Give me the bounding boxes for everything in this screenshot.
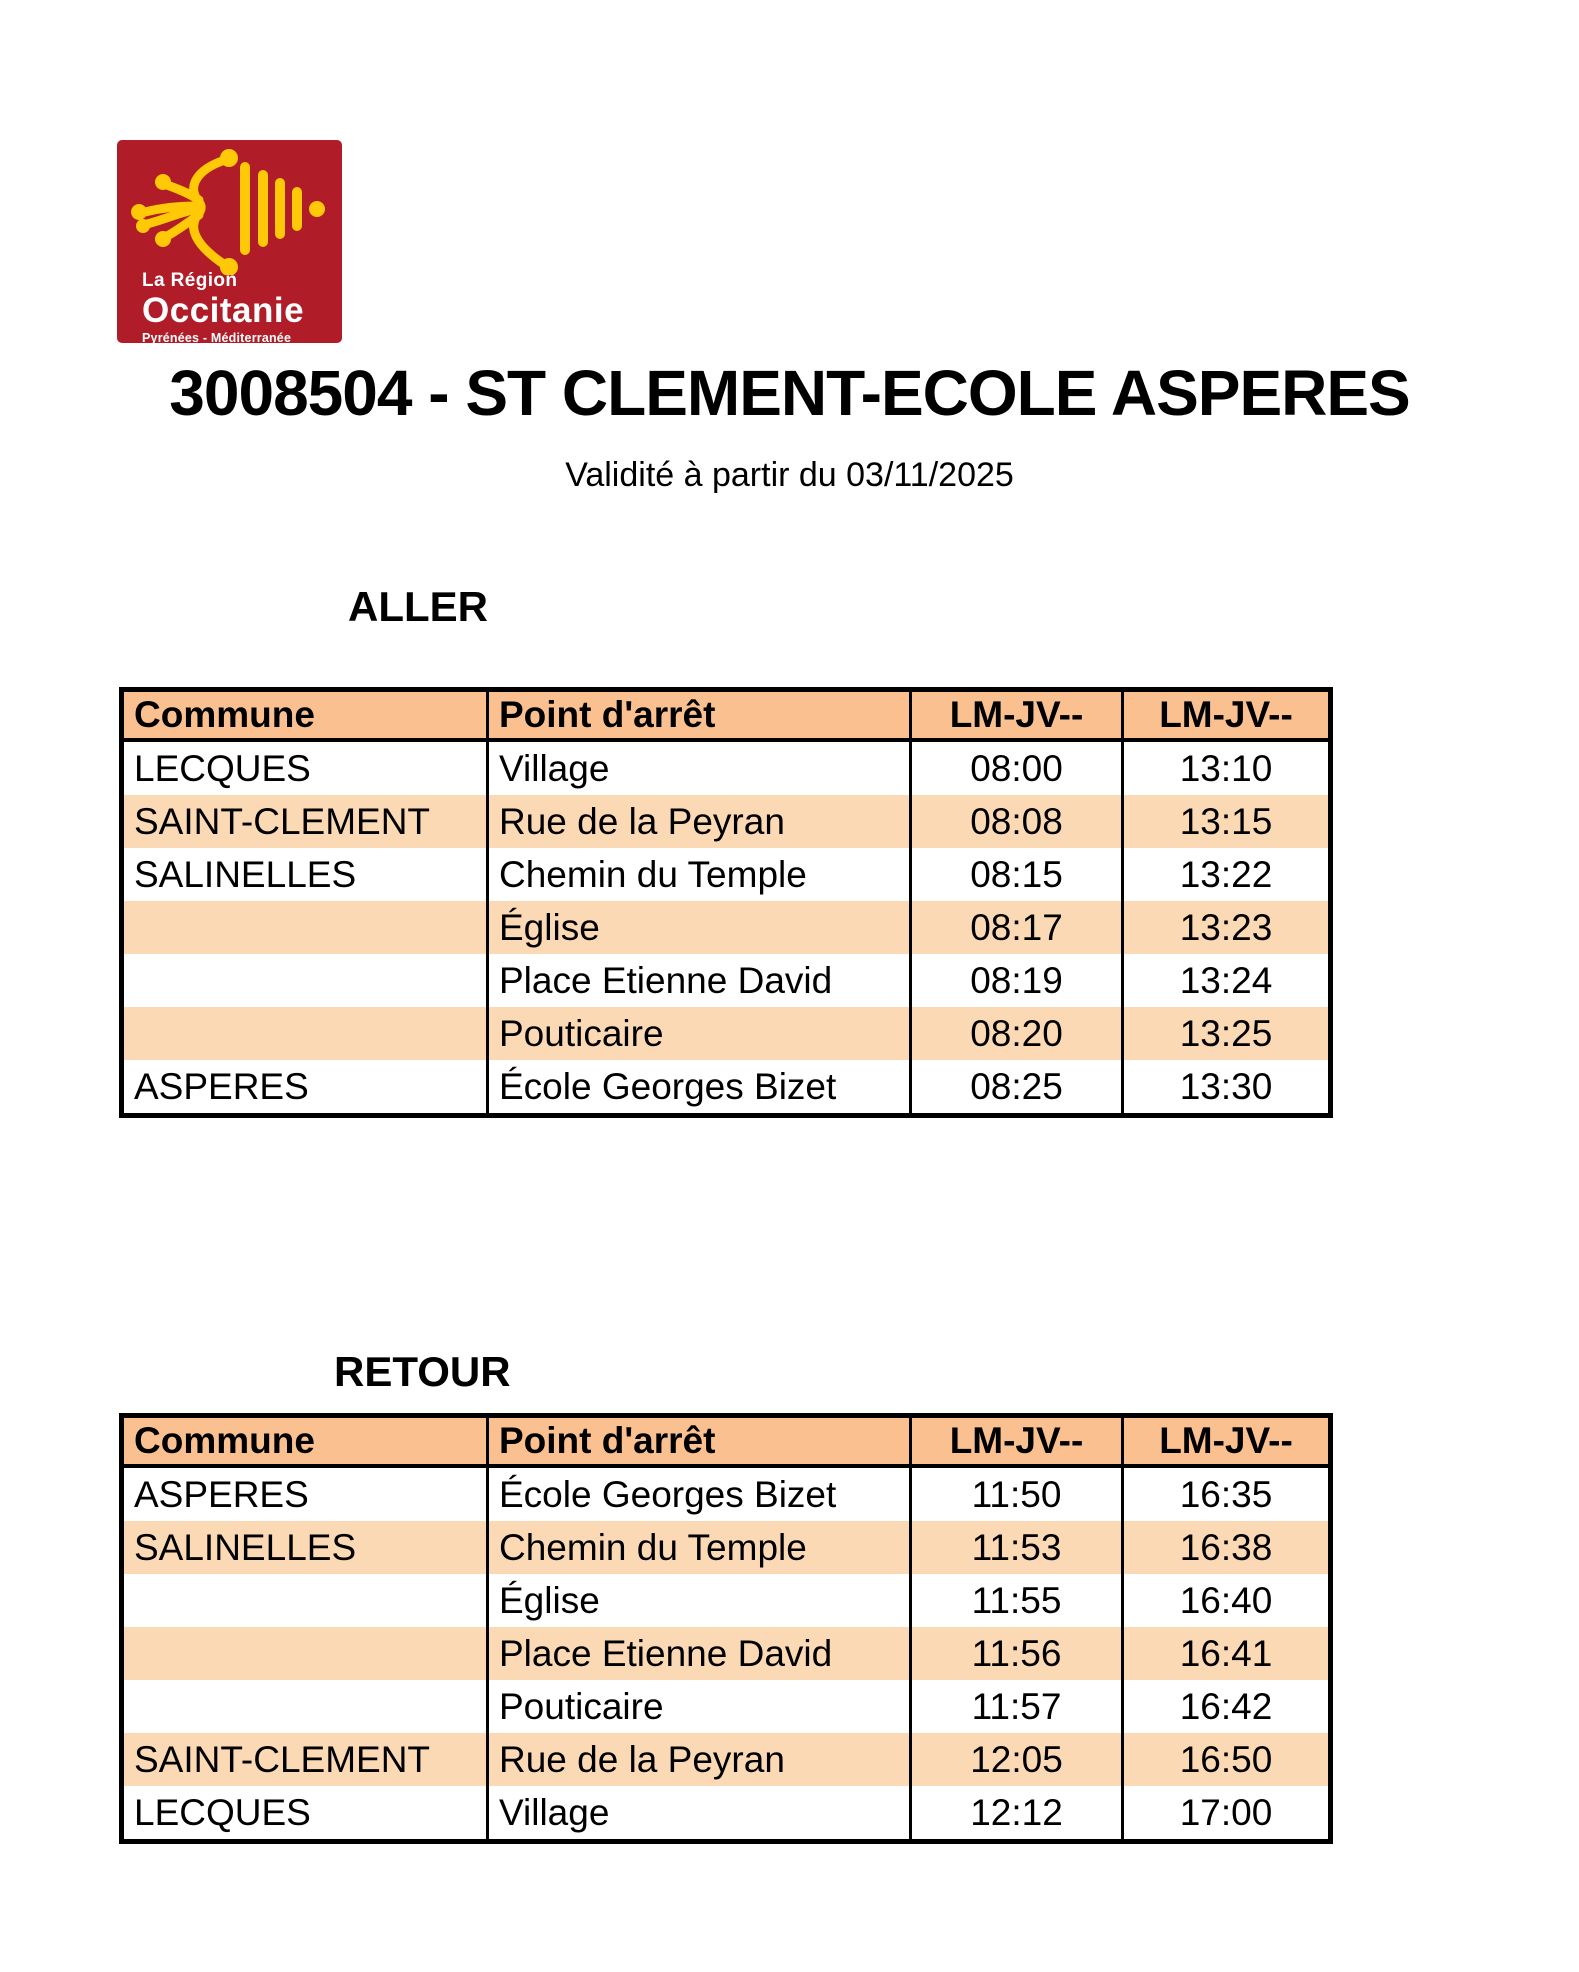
stop-cell: Village <box>486 740 911 795</box>
col-header-commune: Commune <box>121 689 488 742</box>
col-header-time-2: LM-JV-- <box>1121 689 1331 742</box>
table-row: Pouticaire 11:57 16:42 <box>122 1680 1331 1733</box>
table-row: Église 11:55 16:40 <box>122 1574 1331 1627</box>
logo-region-line: La Région <box>142 270 238 291</box>
stop-cell: Rue de la Peyran <box>486 795 911 848</box>
commune-cell <box>121 1627 488 1680</box>
table-row: Église 08:17 13:23 <box>121 901 1331 954</box>
time-cell: 16:50 <box>1121 1733 1331 1786</box>
time-cell: 08:19 <box>909 954 1123 1007</box>
commune-cell: LECQUES <box>134 1791 311 1833</box>
time-cell: 13:24 <box>1121 954 1331 1007</box>
logo-text: La Région Occitanie Pyrénées - Méditerra… <box>142 271 304 345</box>
table-row: ASPERES École Georges Bizet 11:50 16:35 <box>122 1466 1331 1521</box>
stop-cell: Pouticaire <box>486 1680 911 1733</box>
time-cell: 13:25 <box>1121 1007 1331 1060</box>
stop-cell: Chemin du Temple <box>486 848 911 901</box>
time-cell: 11:56 <box>909 1627 1123 1680</box>
retour-heading: RETOUR <box>334 1348 511 1395</box>
time-cell: 13:15 <box>1121 795 1331 848</box>
logo-subtitle: Pyrénées - Méditerranée <box>142 331 292 345</box>
time-cell: 13:23 <box>1121 901 1331 954</box>
table-row: LECQUES Village 12:12 17:00 <box>122 1786 1331 1842</box>
time-cell: 16:40 <box>1121 1574 1331 1627</box>
aller-table: Commune Point d'arrêt LM-JV-- LM-JV-- LE… <box>119 687 1333 1118</box>
stop-cell: Village <box>486 1786 911 1842</box>
header-row: Commune Point d'arrêt LM-JV-- LM-JV-- <box>121 689 1331 742</box>
time-cell: 17:00 <box>1121 1786 1331 1842</box>
col-header-time-1: LM-JV-- <box>909 689 1123 742</box>
time-cell: 11:50 <box>909 1466 1123 1521</box>
stop-cell: Église <box>486 1574 911 1627</box>
time-cell: 16:41 <box>1121 1627 1331 1680</box>
commune-cell: SALINELLES <box>134 853 357 895</box>
stop-cell: Place Etienne David <box>486 1627 911 1680</box>
commune-cell: SAINT-CLEMENT <box>121 1733 488 1786</box>
time-cell: 08:25 <box>909 1060 1123 1116</box>
table-row: SAINT-CLEMENT Rue de la Peyran 08:08 13:15 <box>121 795 1331 848</box>
time-cell: 08:17 <box>909 901 1123 954</box>
commune-cell: SAINT-CLEMENT <box>121 795 488 848</box>
col-header-time-2: LM-JV-- <box>1121 1415 1331 1468</box>
time-cell: 13:30 <box>1121 1060 1331 1116</box>
validity-note: Validité à partir du 03/11/2025 <box>565 456 1014 494</box>
table-row: LECQUES Village 08:00 13:10 <box>122 740 1331 795</box>
time-cell: 08:08 <box>909 795 1123 848</box>
table-row: Place Etienne David 08:19 13:24 <box>122 954 1331 1007</box>
stop-cell: École Georges Bizet <box>486 1466 911 1521</box>
retour-table: Commune Point d'arrêt LM-JV-- LM-JV-- AS… <box>119 1413 1333 1844</box>
commune-cell: ASPERES <box>134 1473 309 1515</box>
commune-cell <box>121 901 488 954</box>
stop-cell: Pouticaire <box>486 1007 911 1060</box>
aller-heading: ALLER <box>348 583 488 630</box>
table-row: Pouticaire 08:20 13:25 <box>121 1007 1331 1060</box>
stop-cell: Chemin du Temple <box>486 1521 911 1574</box>
time-cell: 13:22 <box>1121 848 1331 901</box>
time-cell: 08:20 <box>909 1007 1123 1060</box>
time-cell: 13:10 <box>1121 740 1331 795</box>
occitan-cross-icon <box>131 149 325 275</box>
table-row: ASPERES École Georges Bizet 08:25 13:30 <box>122 1060 1331 1116</box>
time-cell: 11:53 <box>909 1521 1123 1574</box>
stop-cell: Église <box>486 901 911 954</box>
route-title: 3008504 - ST CLEMENT-ECOLE ASPERES <box>169 357 1410 429</box>
time-cell: 08:00 <box>909 740 1123 795</box>
time-cell: 16:35 <box>1121 1466 1331 1521</box>
commune-cell <box>122 1574 488 1627</box>
time-cell: 11:57 <box>909 1680 1123 1733</box>
stop-cell: Place Etienne David <box>486 954 911 1007</box>
time-cell: 16:38 <box>1121 1521 1331 1574</box>
commune-cell: SALINELLES <box>121 1521 488 1574</box>
table-row: Place Etienne David 11:56 16:41 <box>121 1627 1331 1680</box>
col-header-time-1: LM-JV-- <box>909 1415 1123 1468</box>
header-row: Commune Point d'arrêt LM-JV-- LM-JV-- <box>121 1415 1331 1468</box>
commune-cell: ASPERES <box>134 1065 309 1107</box>
commune-cell: LECQUES <box>134 747 311 789</box>
col-header-commune: Commune <box>121 1415 488 1468</box>
table-row: SAINT-CLEMENT Rue de la Peyran 12:05 16:50 <box>121 1733 1331 1786</box>
stop-cell: Rue de la Peyran <box>486 1733 911 1786</box>
logo-name: Occitanie <box>142 291 305 330</box>
commune-cell <box>122 1680 488 1733</box>
time-cell: 11:55 <box>909 1574 1123 1627</box>
col-header-stop: Point d'arrêt <box>486 1415 911 1468</box>
commune-cell <box>121 1007 488 1060</box>
stop-cell: École Georges Bizet <box>486 1060 911 1116</box>
table-row: SALINELLES Chemin du Temple 11:53 16:38 <box>121 1521 1331 1574</box>
time-cell: 12:12 <box>909 1786 1123 1842</box>
time-cell: 16:42 <box>1121 1680 1331 1733</box>
table-row: SALINELLES Chemin du Temple 08:15 13:22 <box>122 848 1331 901</box>
region-occitanie-logo: La Région Occitanie Pyrénées - Méditerra… <box>117 140 342 345</box>
col-header-stop: Point d'arrêt <box>486 689 911 742</box>
time-cell: 08:15 <box>909 848 1123 901</box>
time-cell: 12:05 <box>909 1733 1123 1786</box>
commune-cell <box>122 954 488 1007</box>
